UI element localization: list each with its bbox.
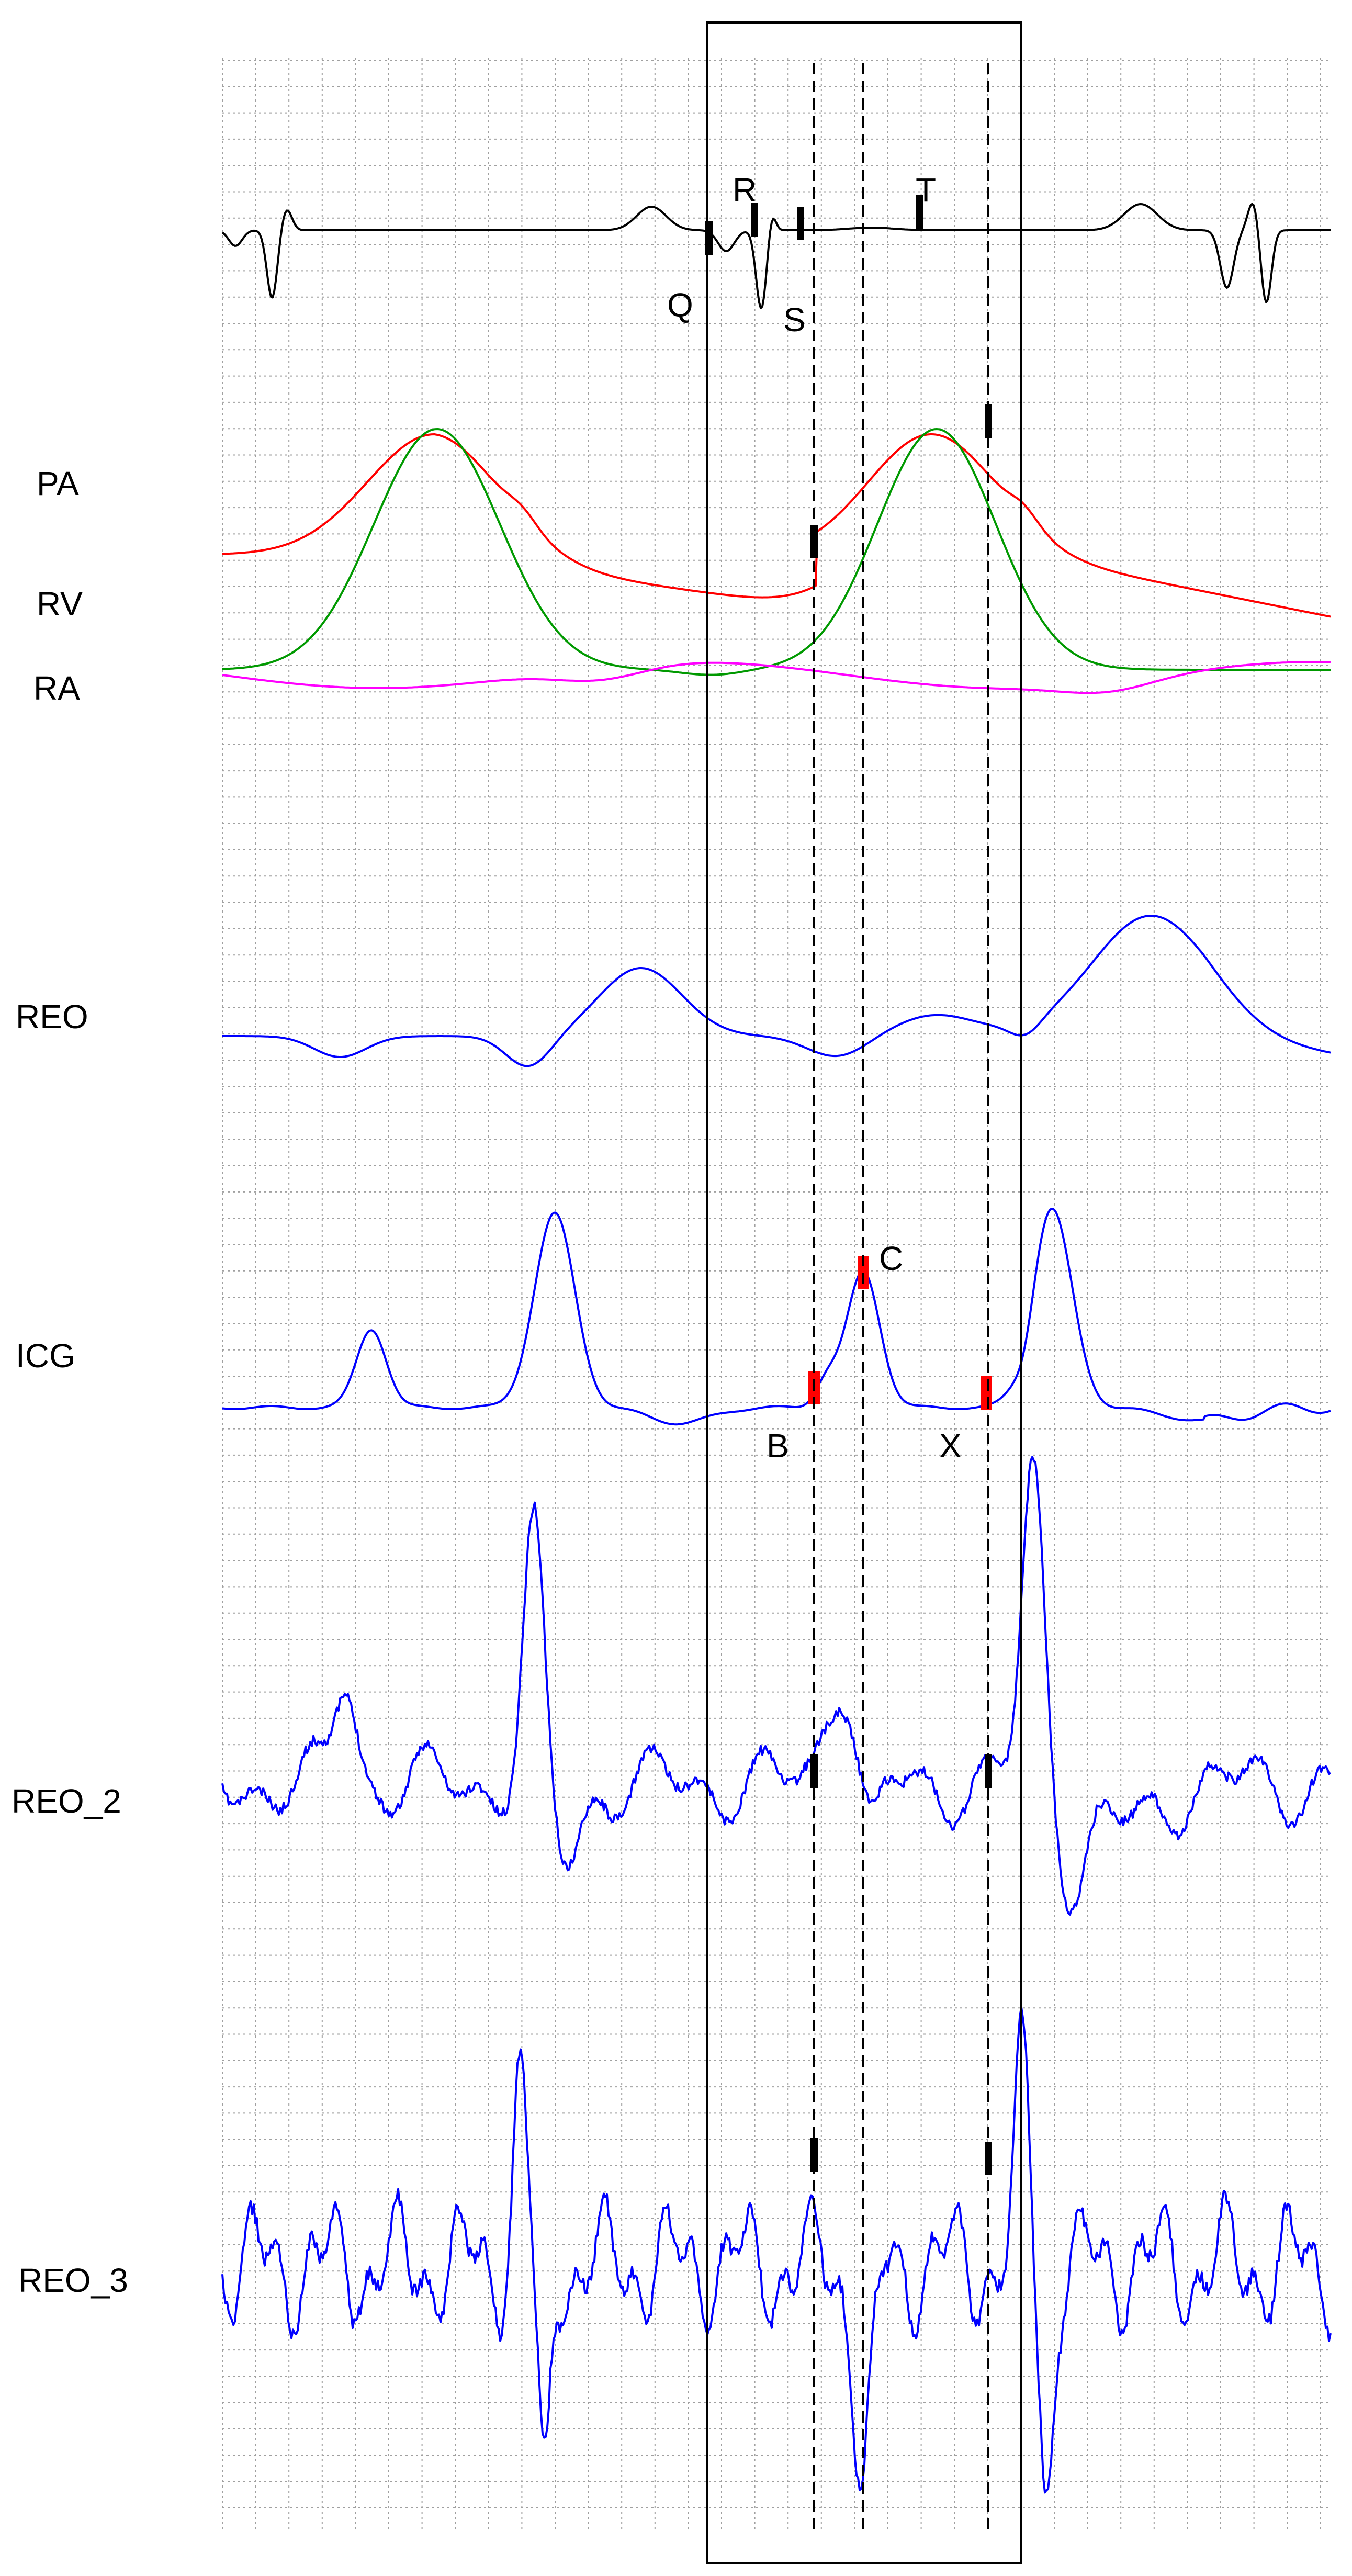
ecg-point-s: S	[783, 301, 806, 339]
marker-tick	[916, 195, 923, 229]
icg-point-b: B	[767, 1427, 789, 1465]
pa-trace	[222, 433, 1331, 618]
icg-point-x: X	[939, 1427, 962, 1465]
marker-tick	[810, 525, 818, 558]
channel-label-pa: PA	[37, 465, 79, 502]
reo-3-trace	[221, 2006, 1332, 2494]
channel-label-reo-3: REO_3	[18, 2262, 128, 2299]
icg-trace	[222, 1208, 1331, 1426]
traces-group	[221, 203, 1332, 2494]
marker-tick	[797, 207, 804, 240]
marker-tick	[751, 203, 758, 237]
rv-trace	[222, 428, 1331, 676]
channel-label-icg: ICG	[16, 1337, 75, 1375]
channel-label-reo-2: REO_2	[12, 1782, 121, 1820]
marker-tick	[985, 2142, 992, 2175]
dotted-grid	[222, 58, 1332, 2533]
reo-2-trace	[221, 1456, 1331, 1916]
cardiac-cycle-box	[706, 21, 1022, 2564]
ra-trace	[222, 661, 1331, 694]
ecg-point-r: R	[733, 171, 757, 209]
ecg-point-t: T	[916, 171, 936, 209]
icg-point-c: C	[879, 1240, 903, 1277]
icg-marker-tick	[981, 1376, 992, 1410]
ecg-point-q: Q	[667, 286, 693, 324]
reo-trace	[222, 915, 1331, 1067]
ecg-trace	[221, 203, 1331, 309]
dashed-guides	[813, 63, 989, 2533]
channel-label-ra: RA	[33, 669, 80, 707]
channel-label-rv: RV	[37, 585, 83, 623]
channel-label-reo: REO	[16, 998, 88, 1036]
